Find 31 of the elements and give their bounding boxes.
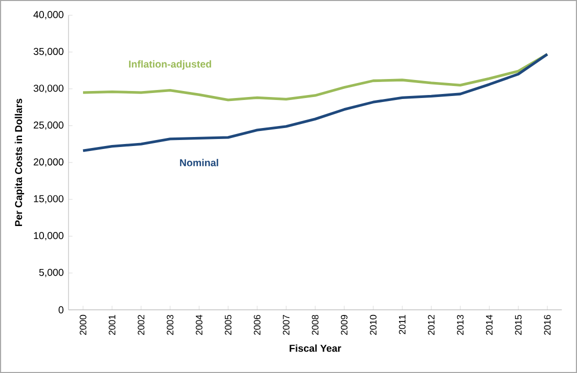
x-tick-label: 2006 (254, 314, 260, 335)
x-tick-label: 2010 (370, 314, 376, 335)
text: Nominal (180, 158, 218, 166)
x-tick-label: 2001 (108, 315, 116, 335)
x-tick-label: 2004 (196, 314, 202, 335)
x-axis-title: Fiscal Year (290, 344, 342, 352)
x-tick-label: 2002 (138, 315, 144, 335)
x-tick-label: 2013 (456, 314, 464, 335)
y-tick-label: 30,000 (34, 84, 64, 93)
y-tick-label: 15,000 (34, 195, 64, 204)
text: Inflation-adjusted (129, 60, 212, 70)
line-series (82, 52, 549, 152)
x-tick-label: 2015 (514, 314, 522, 335)
x-tick-label: 2012 (428, 315, 435, 335)
y-axis-title: Per Capita Costs in Dollars (14, 98, 24, 226)
x-tick-label: 2003 (166, 314, 174, 335)
y-tick-label: 5,000 (39, 268, 64, 278)
x-tick-label: 2007 (282, 315, 290, 335)
x-tick-label: 2011 (398, 315, 406, 334)
x-tick-label: 2005 (224, 314, 232, 335)
x-tick-label: 2016 (544, 314, 551, 335)
y-tick-label: 10,000 (34, 232, 64, 240)
x-tick-label: 2000 (80, 314, 86, 335)
y-tick-label: 35,000 (34, 48, 64, 56)
y-tick-label: 0 (58, 306, 64, 314)
x-tick-label: 2009 (340, 314, 348, 335)
y-tick-label: 25,000 (34, 122, 64, 130)
y-tick-label: 40,000 (33, 11, 64, 20)
x-tick-label: 2014 (486, 314, 493, 335)
x-tick-label: 2008 (312, 314, 318, 335)
y-tick-label: 20,000 (34, 158, 64, 167)
